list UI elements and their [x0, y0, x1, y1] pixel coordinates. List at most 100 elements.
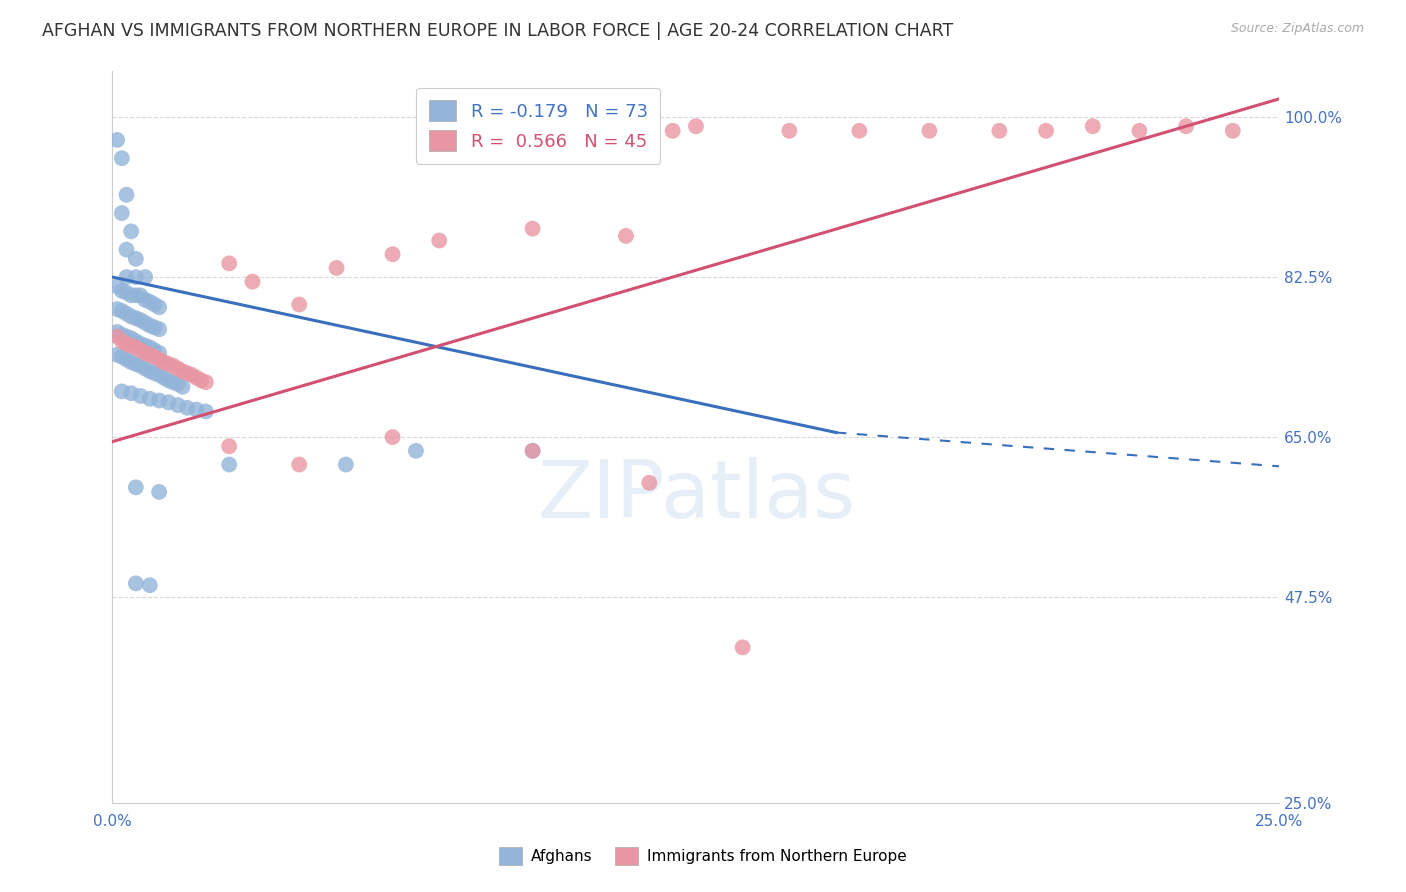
Point: [120, 339, 142, 353]
Point: [166, 398, 188, 412]
Point: [111, 350, 134, 364]
Point: [129, 288, 152, 302]
Point: [172, 380, 194, 394]
Point: [115, 329, 138, 343]
Point: [166, 361, 188, 376]
Point: [120, 224, 142, 238]
Point: [134, 316, 156, 330]
Point: [218, 458, 240, 472]
Point: [194, 376, 217, 390]
Point: [105, 133, 128, 147]
Point: [139, 341, 162, 355]
Point: [129, 343, 152, 358]
Point: [120, 288, 142, 302]
Point: [522, 443, 544, 458]
Point: [115, 270, 138, 285]
Point: [105, 279, 128, 293]
Point: [180, 368, 202, 382]
Point: [125, 357, 148, 371]
Point: [162, 359, 184, 373]
Point: [778, 124, 800, 138]
Point: [120, 355, 142, 369]
Point: [148, 368, 170, 382]
Point: [120, 386, 142, 401]
Point: [115, 285, 138, 300]
Point: [125, 576, 148, 591]
Point: [148, 485, 170, 500]
Point: [115, 336, 138, 351]
Point: [143, 297, 166, 311]
Point: [111, 151, 134, 165]
Point: [218, 256, 240, 270]
Point: [134, 346, 156, 360]
Point: [186, 370, 208, 384]
Point: [125, 288, 148, 302]
Point: [111, 327, 134, 342]
Point: [1175, 120, 1198, 134]
Point: [148, 352, 170, 367]
Point: [405, 443, 427, 458]
Point: [190, 373, 212, 387]
Point: [148, 346, 170, 360]
Text: Source: ZipAtlas.com: Source: ZipAtlas.com: [1230, 22, 1364, 36]
Point: [111, 384, 134, 399]
Point: [125, 252, 148, 266]
Point: [134, 293, 156, 307]
Point: [172, 364, 194, 378]
Point: [157, 357, 180, 371]
Point: [1128, 124, 1150, 138]
Point: [139, 294, 162, 309]
Point: [381, 430, 404, 444]
Point: [638, 475, 661, 490]
Text: ZIPatlas: ZIPatlas: [537, 457, 855, 534]
Point: [1035, 124, 1057, 138]
Point: [125, 480, 148, 494]
Point: [111, 284, 134, 298]
Point: [129, 389, 152, 403]
Point: [194, 404, 217, 418]
Point: [115, 307, 138, 321]
Point: [105, 301, 128, 317]
Point: [105, 325, 128, 339]
Point: [288, 458, 311, 472]
Point: [125, 311, 148, 326]
Point: [143, 343, 166, 358]
Point: [134, 361, 156, 376]
Point: [115, 187, 138, 202]
Point: [111, 304, 134, 318]
Point: [125, 334, 148, 348]
Point: [134, 339, 156, 353]
Point: [148, 322, 170, 336]
Point: [129, 336, 152, 351]
Point: [918, 124, 941, 138]
Legend: R = -0.179   N = 73, R =  0.566   N = 45: R = -0.179 N = 73, R = 0.566 N = 45: [416, 87, 661, 164]
Point: [685, 120, 707, 134]
Point: [614, 228, 637, 243]
Point: [848, 124, 870, 138]
Point: [988, 124, 1011, 138]
Legend: Afghans, Immigrants from Northern Europe: Afghans, Immigrants from Northern Europe: [492, 841, 914, 871]
Point: [105, 329, 128, 343]
Point: [157, 373, 180, 387]
Point: [176, 401, 198, 415]
Point: [111, 206, 134, 220]
Point: [166, 377, 188, 392]
Point: [139, 318, 162, 333]
Point: [120, 331, 142, 345]
Point: [111, 334, 134, 348]
Point: [288, 297, 311, 311]
Point: [157, 395, 180, 409]
Point: [120, 310, 142, 324]
Point: [1222, 124, 1244, 138]
Point: [153, 370, 176, 384]
Text: AFGHAN VS IMMIGRANTS FROM NORTHERN EUROPE IN LABOR FORCE | AGE 20-24 CORRELATION: AFGHAN VS IMMIGRANTS FROM NORTHERN EUROP…: [42, 22, 953, 40]
Point: [115, 352, 138, 367]
Point: [162, 376, 184, 390]
Point: [186, 402, 208, 417]
Point: [129, 313, 152, 327]
Point: [1081, 120, 1104, 134]
Point: [335, 458, 357, 472]
Point: [381, 247, 404, 261]
Point: [242, 275, 264, 289]
Point: [125, 341, 148, 355]
